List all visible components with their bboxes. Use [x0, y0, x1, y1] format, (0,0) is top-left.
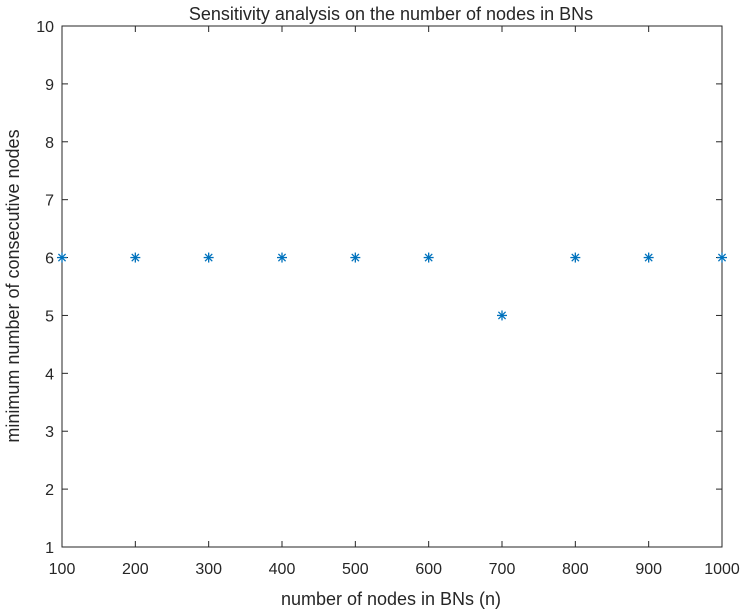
data-point [203, 252, 214, 263]
chart-title: Sensitivity analysis on the number of no… [189, 4, 593, 24]
y-tick-label: 2 [45, 482, 54, 499]
x-tick-label: 100 [49, 561, 76, 578]
data-point [277, 252, 287, 263]
y-tick-label: 7 [45, 193, 54, 210]
y-tick-label: 8 [45, 135, 54, 152]
x-tick-label: 600 [415, 561, 442, 578]
y-tick-label: 3 [45, 424, 54, 441]
x-tick-label: 1000 [704, 561, 740, 578]
y-tick-label: 1 [45, 540, 54, 557]
data-point [717, 252, 727, 263]
x-tick-label: 700 [489, 561, 516, 578]
data-point [497, 310, 507, 321]
y-tick-label: 4 [45, 366, 54, 383]
data-point [423, 252, 434, 263]
x-tick-label: 500 [342, 561, 369, 578]
data-point [57, 252, 67, 263]
y-tick-label: 5 [45, 308, 54, 325]
x-axis: 100 200 300 400 500 600 700 800 900 1000 [49, 26, 740, 578]
x-axis-label: number of nodes in BNs (n) [281, 589, 501, 609]
y-axis-label: minimum number of consecutive nodes [3, 129, 23, 442]
data-point [570, 252, 581, 263]
data-point [350, 252, 361, 263]
plot-area [61, 25, 723, 548]
x-tick-label: 200 [122, 561, 149, 578]
data-point [643, 252, 654, 263]
y-axis: 1 2 3 4 5 6 7 8 9 10 [36, 19, 722, 557]
y-tick-label: 9 [45, 77, 54, 94]
x-tick-label: 300 [195, 561, 222, 578]
x-tick-label: 800 [562, 561, 589, 578]
y-tick-label: 10 [36, 19, 54, 36]
data-point [130, 252, 141, 263]
x-tick-label: 400 [269, 561, 296, 578]
y-tick-label: 6 [45, 251, 54, 268]
x-tick-label: 900 [635, 561, 662, 578]
data-points [57, 252, 727, 321]
